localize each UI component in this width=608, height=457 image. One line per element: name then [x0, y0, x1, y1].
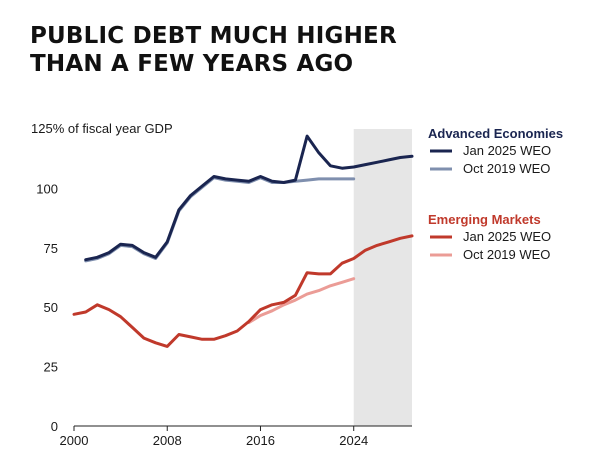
- legend-label: Jan 2025 WEO: [463, 143, 551, 158]
- y-tick-label: 75: [44, 241, 58, 256]
- series-line-advanced-oct2019: [84, 176, 356, 263]
- x-tick-label: 2024: [339, 433, 368, 448]
- legend-heading-advanced: Advanced Economies: [428, 126, 563, 141]
- legend-label: Oct 2019 WEO: [463, 247, 550, 262]
- y-axis-label: 125% of fiscal year GDP: [31, 121, 173, 136]
- y-tick-label: 50: [44, 300, 58, 315]
- legend-label: Oct 2019 WEO: [463, 161, 550, 176]
- series-line-advanced-jan2025: [84, 134, 414, 262]
- x-tick-label: 2000: [60, 433, 89, 448]
- x-tick-label: 2008: [153, 433, 182, 448]
- chart-title: PUBLIC DEBT MUCH HIGHER THAN A FEW YEARS…: [30, 22, 397, 78]
- chart-title-line-1: PUBLIC DEBT MUCH HIGHER: [30, 23, 397, 49]
- series-line-emerging-oct2019: [247, 277, 356, 325]
- legend-label: Jan 2025 WEO: [463, 229, 551, 244]
- projection-shade: [353, 129, 412, 426]
- series-line-emerging-jan2025: [72, 234, 414, 348]
- y-tick-label: 25: [44, 360, 58, 375]
- y-tick-label: 100: [36, 181, 58, 196]
- chart-title-line-2: THAN A FEW YEARS AGO: [30, 51, 354, 77]
- x-tick-label: 2016: [246, 433, 275, 448]
- y-tick-label: 0: [51, 419, 58, 434]
- legend-heading-emerging: Emerging Markets: [428, 212, 541, 227]
